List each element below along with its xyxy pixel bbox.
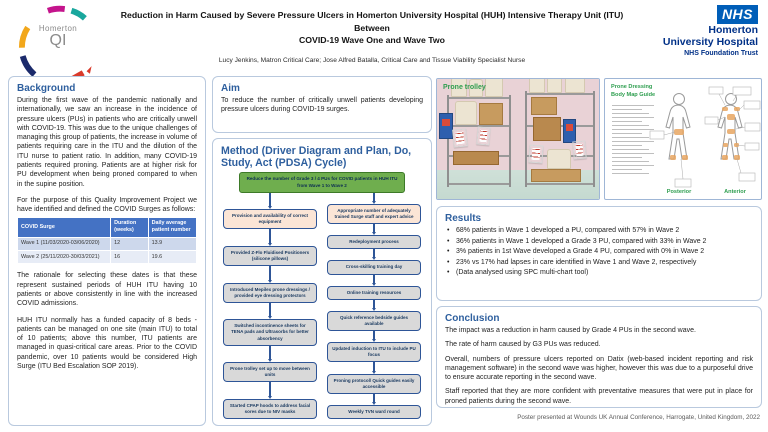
- result-bullet-lapses: 23% vs 17% had lapses in care identified…: [445, 258, 753, 269]
- step-box-prone-trolley: Prone trolley set up to move between uni…: [223, 362, 317, 383]
- background-para1: During the first wave of the pandemic na…: [17, 97, 197, 188]
- results-bullet-list: 68% patients in Wave 1 developed a PU, c…: [445, 226, 753, 279]
- driver-chain-staffing: Appropriate number of adequately trained…: [327, 192, 421, 419]
- wave2-average-cell: 19.6: [147, 250, 198, 265]
- step-box-proning-protocol: Proning protocol/ Quick guides easily ac…: [327, 373, 421, 394]
- nhs-org-line1: Homerton: [708, 24, 758, 37]
- step-box-mepilex: Introduced Mepilex prone dressings / pro…: [223, 282, 317, 303]
- aim-section: Aim To reduce the number of critically u…: [212, 76, 432, 133]
- flow-arrow: [327, 192, 421, 204]
- background-para4: HUH ITU normally has a funded capacity o…: [17, 316, 197, 370]
- body-map-diagram-icon: Posterior Anterior: [649, 86, 761, 195]
- flow-arrow: [223, 266, 317, 283]
- body-map-title-line1: Prone Dressing: [611, 84, 653, 90]
- flow-arrow: [327, 224, 421, 236]
- prone-dressing-body-map-figure: Prone Dressing Body Map Guide: [604, 78, 762, 200]
- covid-surge-table: COVID Surge Duration (weeks) Daily avera…: [16, 216, 198, 265]
- title-block: Reduction in Harm Caused by Severe Press…: [112, 9, 632, 64]
- flow-arrow: [223, 192, 317, 210]
- poster-title-line1: Reduction in Harm Caused by Severe Press…: [120, 10, 624, 33]
- step-box-tvn-ward-round: Weekly TVN ward round: [327, 404, 421, 419]
- driver-diagram: Provision and availability of correct eq…: [221, 192, 423, 419]
- driver-box-equipment: Provision and availability of correct eq…: [223, 209, 317, 230]
- body-map-title: Prone Dressing Body Map Guide: [611, 84, 655, 99]
- result-bullet-grade4: 3% patients in 1st Wave developed a Grad…: [445, 247, 753, 258]
- results-heading: Results: [445, 213, 482, 224]
- driver-box-staffing: Appropriate number of adequately trained…: [327, 203, 421, 225]
- step-box-tena: Switched incontinence sheets for TENA pa…: [223, 319, 317, 346]
- step-box-induction: Updated induction to ITU to include PU f…: [327, 342, 421, 363]
- flow-arrow: [327, 274, 421, 286]
- flow-arrow: [327, 393, 421, 405]
- nhs-logo-icon: NHS: [716, 5, 758, 25]
- aim-heading: Aim: [221, 83, 240, 94]
- flow-arrow: [327, 299, 421, 311]
- anterior-label: Anterior: [724, 189, 747, 195]
- wave1-surge-cell: Wave 1 (11/03/2020-03/06/2020): [16, 236, 112, 252]
- table-header-row: COVID Surge Duration (weeks) Daily avera…: [16, 216, 198, 238]
- step-box-zflo: Provided Z-Flo Fluidised Positioners (si…: [223, 246, 317, 267]
- step-box-online-training: Online training resources: [327, 285, 421, 300]
- background-para2: For the purpose of this Quality Improvem…: [17, 196, 197, 214]
- posterior-label: Posterior: [667, 189, 692, 195]
- background-para3: The rationale for selecting these dates …: [17, 272, 197, 308]
- background-section: Background During the first wave of the …: [8, 76, 206, 426]
- flow-arrow: [327, 249, 421, 261]
- result-bullet-spc: (Data analysed using SPC multi-chart too…: [445, 268, 753, 279]
- table-header-duration: Duration (weeks): [110, 216, 149, 238]
- qi-logo-initials: QI: [49, 32, 67, 49]
- nhs-trust-logo: NHS Homerton University Hospital NHS Fou…: [663, 5, 758, 58]
- qi-logo-text: Homerton QI: [16, 4, 100, 70]
- poster-title-line2: COVID-19 Wave One and Wave Two: [299, 35, 445, 46]
- driver-diagram-goal-box: Reduce the number of Grade 3 / 4 PUs for…: [239, 172, 405, 193]
- conclusion-para2: The rate of harm caused by G3 PUs was re…: [445, 341, 601, 349]
- step-box-bedside-guides: Quick reference bedside guides available: [327, 310, 421, 332]
- results-section: Results 68% patients in Wave 1 developed…: [436, 206, 762, 301]
- flow-arrow: [223, 382, 317, 399]
- step-box-redeployment: Redeployment process: [327, 235, 421, 250]
- flow-arrow: [223, 302, 317, 320]
- method-heading: Method (Driver Diagram and Plan, Do, Stu…: [221, 145, 412, 170]
- wave1-duration-cell: 12: [110, 236, 149, 252]
- authors-line: Lucy Jenkins, Matron Critical Care; Jose…: [218, 56, 526, 64]
- step-box-cpap-hoods: Started CPAP hoods to address facial sor…: [223, 398, 317, 419]
- prone-trolley-photo: Prone trolley: [436, 78, 600, 200]
- body-map-title-line2: Body Map Guide: [611, 91, 656, 98]
- driver-chain-equipment: Provision and availability of correct eq…: [223, 192, 317, 419]
- table-row-wave2: Wave 2 (25/11/2020-30/03/2021) 16 19.6: [16, 250, 198, 265]
- homerton-qi-logo-icon: Homerton QI: [16, 4, 100, 87]
- conclusion-para1: The impact was a reduction in harm cause…: [445, 327, 696, 334]
- conclusion-heading: Conclusion: [445, 313, 500, 324]
- step-box-cross-skilling: Cross-skilling training day: [327, 260, 421, 275]
- aim-text: To reduce the number of critically unwel…: [221, 97, 423, 114]
- method-section: Method (Driver Diagram and Plan, Do, Stu…: [212, 138, 432, 426]
- flow-arrow: [327, 331, 421, 343]
- conclusion-para3: Overall, numbers of pressure ulcers repo…: [445, 355, 753, 382]
- nhs-org-line2: University Hospital: [662, 36, 758, 49]
- table-row-wave1: Wave 1 (11/03/2020-03/06/2020) 12 13.9: [16, 236, 198, 252]
- flow-arrow: [223, 345, 317, 363]
- nhs-org-line3: NHS Foundation Trust: [684, 49, 758, 57]
- result-bullet-grade3: 36% patients in Wave 1 developed a Grade…: [445, 237, 753, 248]
- wave1-average-cell: 13.9: [147, 236, 198, 252]
- prone-trolley-caption: Prone trolley: [443, 84, 486, 91]
- flow-arrow: [327, 362, 421, 374]
- conclusion-para4: Staff reported that they are more confid…: [445, 388, 753, 405]
- wave2-duration-cell: 16: [110, 250, 149, 265]
- wave2-surge-cell: Wave 2 (25/11/2020-30/03/2021): [16, 250, 112, 265]
- qi-logo-word: Homerton: [38, 24, 78, 33]
- background-heading: Background: [17, 83, 76, 94]
- table-header-covid-surge: COVID Surge: [16, 216, 112, 238]
- footer-presentation-note: Poster presented at Wounds UK Annual Con…: [517, 414, 760, 421]
- flow-arrow: [223, 229, 317, 246]
- table-header-daily-average: Daily average patient number: [147, 216, 198, 238]
- result-bullet-pu: 68% patients in Wave 1 developed a PU, c…: [445, 226, 753, 237]
- body-map-instruction-text: [612, 105, 654, 177]
- conclusion-section: Conclusion The impact was a reduction in…: [436, 306, 762, 408]
